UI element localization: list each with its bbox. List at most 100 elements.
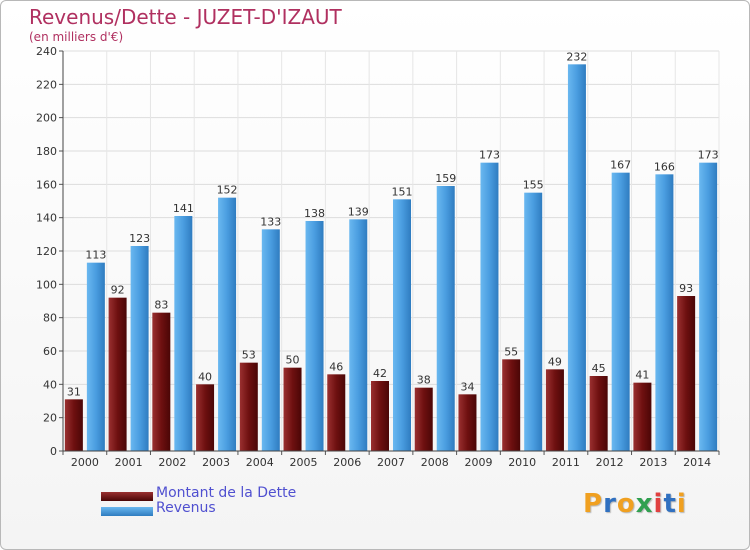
y-tick-label: 80 — [43, 312, 57, 325]
data-label-debt: 46 — [329, 360, 343, 373]
bar-debt — [196, 384, 215, 451]
y-tick-label: 20 — [43, 412, 57, 425]
x-tick-label: 2007 — [377, 456, 405, 469]
bar-revenus — [436, 186, 455, 451]
data-label-revenus: 167 — [610, 159, 631, 172]
y-tick-label: 200 — [36, 112, 57, 125]
bar-debt — [414, 387, 433, 451]
bar-revenus — [218, 197, 237, 451]
x-tick-label: 2003 — [202, 456, 230, 469]
labels-layer: 31 113 92 123 83 141 40 152 53 133 50 138 46 139 42 151… — [67, 50, 719, 398]
bar-debt — [239, 362, 258, 451]
data-label-revenus: 152 — [217, 184, 238, 197]
legend-swatch-revenus — [101, 507, 153, 516]
data-label-debt: 83 — [154, 299, 168, 312]
data-label-debt: 40 — [198, 370, 212, 383]
bar-debt — [371, 381, 389, 451]
x-tick-label: 2004 — [246, 456, 274, 469]
x-tick-label: 2011 — [552, 456, 580, 469]
data-label-debt: 53 — [242, 349, 256, 362]
legend-swatch-debt — [101, 492, 153, 501]
logo-letter: i — [676, 489, 687, 519]
y-tick-label: 160 — [36, 178, 57, 191]
y-tick-label: 100 — [36, 278, 57, 291]
x-tick-label: 2012 — [596, 456, 624, 469]
logo-letter: o — [616, 489, 636, 519]
data-label-revenus: 159 — [435, 172, 456, 185]
data-label-debt: 38 — [417, 374, 431, 387]
bar-revenus — [130, 246, 149, 451]
x-tick-label: 2002 — [158, 456, 186, 469]
x-tick-label: 2005 — [290, 456, 318, 469]
y-tick-label: 220 — [36, 78, 57, 91]
bar-debt — [152, 312, 171, 451]
bar-debt — [458, 394, 477, 451]
y-tick-label: 0 — [50, 445, 57, 458]
bar-revenus — [174, 216, 193, 451]
data-label-revenus: 138 — [304, 207, 325, 220]
data-label-revenus: 123 — [129, 232, 150, 245]
bar-revenus — [349, 219, 368, 451]
legend-label-revenus: Revenus — [156, 500, 216, 516]
bar-revenus — [480, 162, 499, 451]
x-tick-label: 2009 — [464, 456, 492, 469]
bar-debt — [327, 374, 346, 451]
data-label-debt: 42 — [373, 367, 387, 380]
data-label-revenus: 155 — [523, 179, 544, 192]
data-label-debt: 31 — [67, 385, 81, 398]
data-label-debt: 45 — [592, 362, 606, 375]
logo-letter: x — [635, 489, 654, 519]
data-label-revenus: 232 — [566, 50, 587, 63]
bar-revenus — [86, 262, 105, 451]
data-label-revenus: 173 — [479, 149, 500, 162]
legend-label-debt: Montant de la Dette — [156, 485, 297, 501]
bar-revenus — [611, 172, 630, 451]
data-label-revenus: 151 — [392, 185, 413, 198]
y-tick-label: 180 — [36, 145, 57, 158]
bar-debt — [677, 296, 696, 451]
y-tick-label: 140 — [36, 212, 57, 225]
x-tick-label: 2008 — [421, 456, 449, 469]
bar-revenus — [261, 229, 280, 451]
data-label-revenus: 166 — [654, 160, 675, 173]
data-label-debt: 92 — [111, 284, 125, 297]
x-tick-label: 2010 — [508, 456, 536, 469]
logo-letter: P — [583, 489, 604, 519]
bars-layer — [64, 64, 718, 452]
bar-debt — [64, 399, 83, 451]
bar-revenus — [655, 174, 674, 452]
data-label-debt: 50 — [286, 354, 300, 367]
logo-letter: t — [663, 489, 677, 519]
data-label-debt: 55 — [504, 345, 518, 358]
bar-revenus — [393, 199, 411, 451]
data-label-debt: 41 — [635, 369, 649, 382]
x-tick-label: 2006 — [333, 456, 361, 469]
logo-letter: r — [603, 489, 617, 519]
x-tick-label: 2014 — [683, 456, 711, 469]
chart-title: Revenus/Dette - JUZET-D'IZAUT — [29, 5, 342, 29]
x-tick-label: 2013 — [639, 456, 667, 469]
bar-debt — [108, 297, 127, 451]
data-label-debt: 49 — [548, 355, 562, 368]
data-label-revenus: 113 — [85, 249, 106, 262]
bar-revenus — [305, 221, 324, 451]
bar-debt — [283, 367, 302, 451]
data-label-revenus: 173 — [698, 149, 719, 162]
y-tick-label: 120 — [36, 245, 57, 258]
bar-debt — [502, 359, 521, 451]
chart-subtitle: (en milliers d'€) — [29, 30, 124, 44]
data-label-debt: 34 — [460, 380, 474, 393]
bar-revenus — [524, 192, 543, 451]
bar-revenus — [699, 162, 718, 451]
y-tick-label: 240 — [36, 45, 57, 58]
bar-debt — [633, 382, 652, 451]
x-tick-label: 2000 — [71, 456, 99, 469]
bar-debt — [545, 369, 564, 451]
data-label-revenus: 133 — [260, 215, 281, 228]
data-label-debt: 93 — [679, 282, 693, 295]
proxiti-logo: Proxiti — [583, 489, 687, 519]
logo-letter: i — [653, 489, 664, 519]
axes-layer: 0 20 40 60 80 100 120 140 160 180 200 220 240 2000 200… — [36, 45, 720, 469]
